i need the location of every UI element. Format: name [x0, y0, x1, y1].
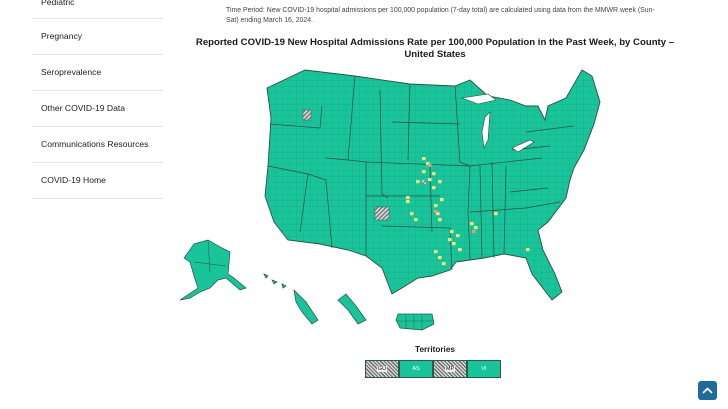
county-medium-rate[interactable]: [494, 212, 498, 216]
medium-rate-counties: [406, 157, 530, 266]
county-medium-rate[interactable]: [434, 204, 438, 208]
island-ne: [337, 293, 367, 325]
island-ne-shape[interactable]: [337, 293, 367, 325]
territory-as[interactable]: AS: [399, 360, 433, 378]
county-medium-rate[interactable]: [470, 222, 474, 226]
county-medium-rate[interactable]: [434, 250, 438, 254]
sidebar-item-pediatric[interactable]: Pediatric: [32, 0, 163, 19]
great-lakes-michigan: [481, 111, 491, 150]
territory-mp-label: MP: [444, 366, 456, 372]
territory-mp[interactable]: MP: [433, 360, 467, 378]
sidebar-item-pregnancy[interactable]: Pregnancy: [32, 19, 163, 55]
county-medium-rate[interactable]: [422, 157, 426, 161]
county-medium-rate[interactable]: [422, 170, 426, 174]
no-data-region-oregon[interactable]: [302, 109, 312, 121]
county-medium-rate[interactable]: [448, 238, 452, 242]
county-medium-rate[interactable]: [526, 248, 530, 252]
high-rate-counties: [428, 164, 476, 233]
hawaii: [263, 273, 319, 325]
county-grid-overlay: [265, 70, 600, 300]
territory-vi[interactable]: VI: [467, 360, 501, 378]
sidebar-nav: Pediatric Pregnancy Seroprevalence Other…: [32, 0, 163, 199]
sidebar-item-communications-resources[interactable]: Communications Resources: [32, 127, 163, 163]
no-data-region-kansas[interactable]: [422, 180, 426, 184]
sidebar-item-covid-home[interactable]: COVID-19 Home: [32, 163, 163, 199]
territory-gu[interactable]: GU: [365, 360, 399, 378]
county-medium-rate[interactable]: [438, 218, 442, 222]
county-high-rate[interactable]: [428, 164, 432, 167]
county-high-rate[interactable]: [472, 230, 476, 233]
county-medium-rate[interactable]: [440, 198, 444, 202]
time-period-note: Time Period: New COVID-19 hospital admis…: [226, 7, 655, 24]
map-title: Reported COVID-19 New Hospital Admission…: [195, 37, 675, 60]
county-medium-rate[interactable]: [428, 178, 432, 182]
county-medium-rate[interactable]: [438, 256, 442, 260]
scroll-to-top-button[interactable]: [698, 381, 717, 400]
chevron-up-icon: [702, 387, 713, 394]
county-medium-rate[interactable]: [456, 234, 460, 238]
contiguous-us: [264, 69, 601, 301]
territory-as-label: AS: [412, 366, 420, 372]
county-medium-rate[interactable]: [432, 186, 436, 190]
alaska: [179, 239, 247, 301]
county-medium-rate[interactable]: [410, 212, 414, 216]
territories-title: Territories: [415, 345, 455, 354]
county-medium-rate[interactable]: [406, 196, 410, 200]
county-medium-rate[interactable]: [438, 180, 442, 184]
us-county-map[interactable]: [170, 62, 610, 342]
territories-row: GU AS MP VI: [365, 360, 501, 378]
county-medium-rate[interactable]: [452, 242, 456, 246]
county-medium-rate[interactable]: [416, 180, 420, 184]
county-medium-rate[interactable]: [432, 172, 436, 176]
county-medium-rate[interactable]: [474, 226, 478, 230]
hawaii-shape[interactable]: [263, 273, 319, 325]
puerto-rico-county-lines: [396, 314, 434, 330]
county-medium-rate[interactable]: [450, 230, 454, 234]
county-high-rate[interactable]: [434, 210, 438, 213]
county-medium-rate[interactable]: [458, 248, 462, 252]
county-medium-rate[interactable]: [436, 212, 440, 216]
alaska-shape[interactable]: [179, 239, 247, 301]
state-borders: [267, 75, 575, 271]
county-medium-rate[interactable]: [414, 218, 418, 222]
territory-gu-label: GU: [376, 366, 388, 372]
county-medium-rate[interactable]: [442, 262, 446, 266]
puerto-rico: [395, 313, 435, 331]
territory-vi-label: VI: [481, 366, 487, 372]
county-medium-rate[interactable]: [406, 200, 410, 204]
alaska-county-lines: [193, 239, 227, 273]
sidebar-item-seroprevalence[interactable]: Seroprevalence: [32, 55, 163, 91]
no-data-region-new-mexico[interactable]: [374, 206, 390, 221]
great-lakes-erie: [511, 139, 535, 153]
sidebar-item-other-covid-data[interactable]: Other COVID-19 Data: [32, 91, 163, 127]
puerto-rico-shape[interactable]: [395, 313, 435, 331]
great-lakes-superior: [460, 93, 497, 105]
county-medium-rate[interactable]: [426, 162, 430, 166]
